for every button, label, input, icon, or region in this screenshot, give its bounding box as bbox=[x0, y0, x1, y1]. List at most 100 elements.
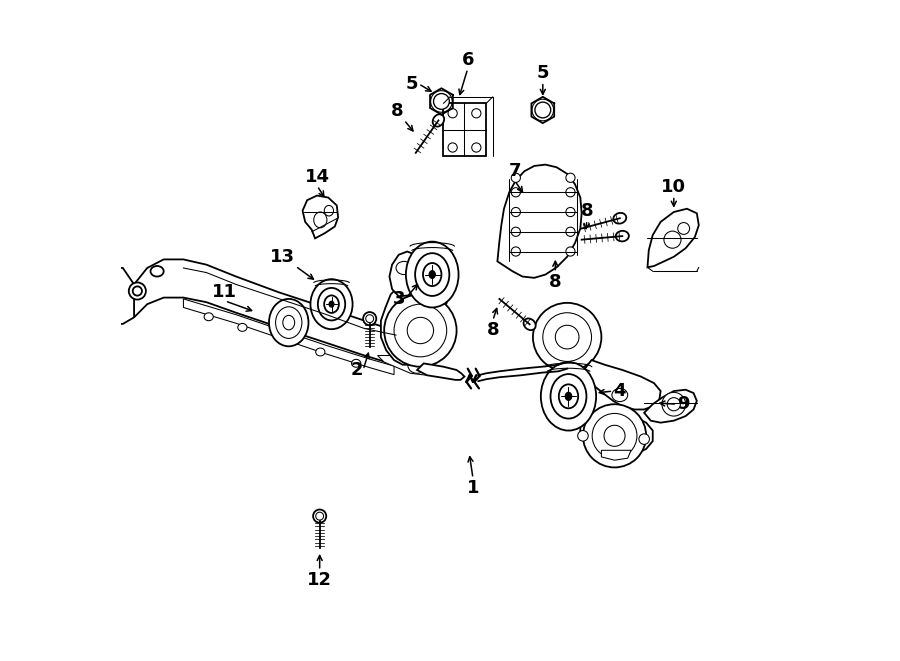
Ellipse shape bbox=[318, 288, 346, 321]
Ellipse shape bbox=[543, 313, 591, 362]
Polygon shape bbox=[184, 299, 394, 375]
Ellipse shape bbox=[238, 323, 247, 331]
Ellipse shape bbox=[612, 389, 627, 402]
Ellipse shape bbox=[616, 231, 629, 241]
Ellipse shape bbox=[406, 242, 459, 307]
Ellipse shape bbox=[541, 362, 596, 430]
Polygon shape bbox=[390, 252, 424, 296]
Ellipse shape bbox=[535, 102, 551, 118]
Ellipse shape bbox=[664, 231, 681, 249]
Ellipse shape bbox=[578, 430, 589, 441]
Ellipse shape bbox=[604, 425, 626, 446]
Ellipse shape bbox=[524, 319, 536, 330]
Ellipse shape bbox=[662, 393, 686, 416]
Text: 8: 8 bbox=[580, 202, 593, 220]
Polygon shape bbox=[585, 360, 661, 409]
Ellipse shape bbox=[639, 434, 650, 444]
Ellipse shape bbox=[555, 325, 579, 349]
Ellipse shape bbox=[316, 348, 325, 356]
Ellipse shape bbox=[613, 213, 626, 223]
Ellipse shape bbox=[384, 294, 456, 367]
Ellipse shape bbox=[313, 510, 327, 523]
Polygon shape bbox=[302, 196, 338, 239]
Ellipse shape bbox=[129, 282, 146, 299]
Ellipse shape bbox=[511, 227, 520, 237]
Ellipse shape bbox=[583, 405, 646, 467]
Ellipse shape bbox=[415, 253, 449, 296]
Polygon shape bbox=[498, 165, 581, 278]
Text: 8: 8 bbox=[487, 321, 500, 338]
Polygon shape bbox=[601, 450, 631, 460]
Ellipse shape bbox=[448, 143, 457, 152]
Ellipse shape bbox=[310, 279, 353, 329]
Polygon shape bbox=[381, 276, 446, 365]
Polygon shape bbox=[134, 259, 397, 365]
Ellipse shape bbox=[314, 212, 327, 228]
Ellipse shape bbox=[566, 247, 575, 256]
Ellipse shape bbox=[275, 307, 302, 338]
Ellipse shape bbox=[472, 108, 481, 118]
Text: 8: 8 bbox=[549, 272, 562, 291]
Ellipse shape bbox=[150, 266, 164, 276]
Ellipse shape bbox=[409, 276, 419, 286]
Ellipse shape bbox=[394, 304, 446, 357]
Ellipse shape bbox=[678, 223, 689, 235]
Ellipse shape bbox=[423, 263, 441, 286]
Polygon shape bbox=[397, 330, 414, 365]
Polygon shape bbox=[118, 268, 134, 324]
Ellipse shape bbox=[566, 173, 575, 182]
Ellipse shape bbox=[132, 286, 142, 295]
Text: 5: 5 bbox=[536, 63, 549, 82]
Ellipse shape bbox=[551, 374, 587, 418]
Text: 2: 2 bbox=[351, 361, 363, 379]
Ellipse shape bbox=[592, 413, 637, 458]
Ellipse shape bbox=[429, 270, 436, 278]
Ellipse shape bbox=[324, 206, 334, 216]
Ellipse shape bbox=[324, 295, 339, 313]
Ellipse shape bbox=[511, 208, 520, 217]
Ellipse shape bbox=[329, 301, 334, 307]
Ellipse shape bbox=[269, 299, 309, 346]
Ellipse shape bbox=[365, 315, 374, 323]
Ellipse shape bbox=[363, 312, 376, 325]
Ellipse shape bbox=[408, 358, 427, 373]
Text: 6: 6 bbox=[462, 50, 474, 69]
Ellipse shape bbox=[559, 384, 578, 408]
Ellipse shape bbox=[667, 398, 680, 410]
Text: 4: 4 bbox=[613, 382, 626, 400]
Polygon shape bbox=[644, 390, 697, 422]
Polygon shape bbox=[580, 416, 652, 457]
Ellipse shape bbox=[316, 512, 324, 520]
Text: 10: 10 bbox=[662, 178, 687, 196]
Polygon shape bbox=[444, 103, 486, 156]
Ellipse shape bbox=[434, 94, 449, 109]
Ellipse shape bbox=[401, 353, 413, 364]
Ellipse shape bbox=[511, 188, 520, 197]
Ellipse shape bbox=[472, 143, 481, 152]
Ellipse shape bbox=[511, 247, 520, 256]
Ellipse shape bbox=[283, 315, 294, 330]
Ellipse shape bbox=[511, 173, 520, 182]
Polygon shape bbox=[539, 305, 596, 367]
Text: 9: 9 bbox=[677, 395, 689, 413]
Polygon shape bbox=[647, 209, 698, 267]
Ellipse shape bbox=[565, 392, 572, 401]
Ellipse shape bbox=[533, 303, 601, 371]
Ellipse shape bbox=[566, 227, 575, 237]
Text: 7: 7 bbox=[508, 163, 521, 180]
Text: 13: 13 bbox=[270, 248, 295, 266]
Ellipse shape bbox=[278, 336, 287, 344]
Text: 8: 8 bbox=[392, 102, 404, 120]
Ellipse shape bbox=[204, 313, 213, 321]
Text: 1: 1 bbox=[467, 479, 480, 496]
Text: 3: 3 bbox=[392, 290, 405, 308]
Ellipse shape bbox=[352, 360, 361, 368]
Polygon shape bbox=[417, 364, 464, 380]
Polygon shape bbox=[378, 356, 436, 375]
Ellipse shape bbox=[566, 208, 575, 217]
Ellipse shape bbox=[566, 188, 575, 197]
Ellipse shape bbox=[433, 114, 445, 127]
Text: 14: 14 bbox=[304, 168, 329, 186]
Ellipse shape bbox=[448, 108, 457, 118]
Text: 12: 12 bbox=[307, 570, 332, 589]
